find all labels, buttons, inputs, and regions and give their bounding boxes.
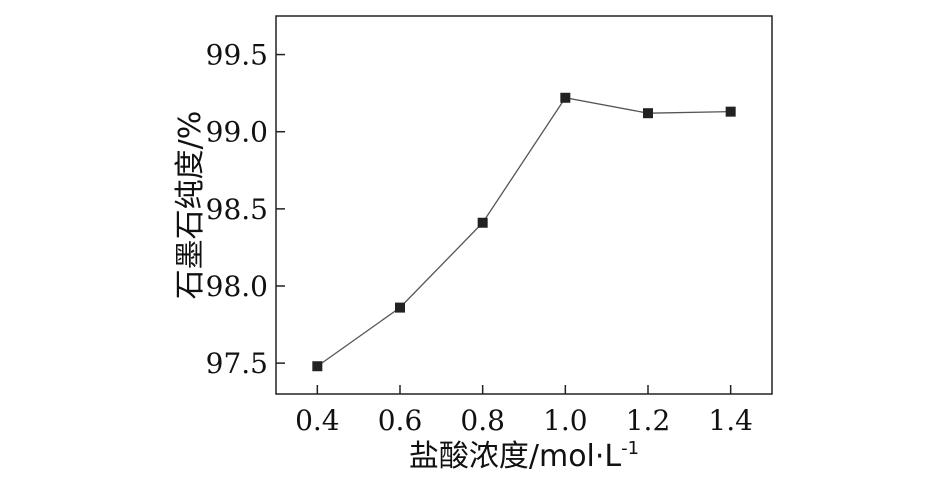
x-tick-label: 0.8 [460, 404, 505, 437]
x-tick-label: 0.6 [378, 404, 423, 437]
y-tick-label: 99.0 [206, 116, 268, 149]
plot-frame [275, 15, 773, 395]
data-point [643, 108, 653, 119]
x-axis: 0.4 0.6 0.8 1.0 1.2 1.4 [295, 385, 753, 437]
y-tick-label: 98.5 [206, 193, 268, 226]
x-tick-label: 1.0 [543, 404, 588, 437]
x-axis-title-main: 盐酸浓度/mol·L [409, 439, 622, 474]
x-axis-title: 盐酸浓度/mol·L-1 [409, 438, 639, 474]
data-point [725, 106, 736, 117]
y-axis-title: 石墨石纯度/% [173, 111, 208, 300]
x-axis-title-sup: -1 [621, 438, 639, 459]
y-tick-label: 97.5 [206, 347, 268, 380]
data-point [560, 92, 571, 103]
series-line [316, 97, 731, 367]
y-tick-label: 99.5 [206, 39, 268, 72]
y-axis: 97.5 98.0 98.5 99.0 99.5 [206, 39, 285, 380]
x-tick-label: 1.2 [626, 404, 671, 437]
y-tick-label: 98.0 [206, 270, 268, 303]
series-layer [312, 92, 736, 372]
data-point [312, 361, 323, 372]
x-tick-label: 0.4 [295, 404, 340, 437]
x-tick-label: 1.4 [708, 404, 753, 437]
data-point [477, 217, 488, 228]
data-point [395, 302, 405, 313]
